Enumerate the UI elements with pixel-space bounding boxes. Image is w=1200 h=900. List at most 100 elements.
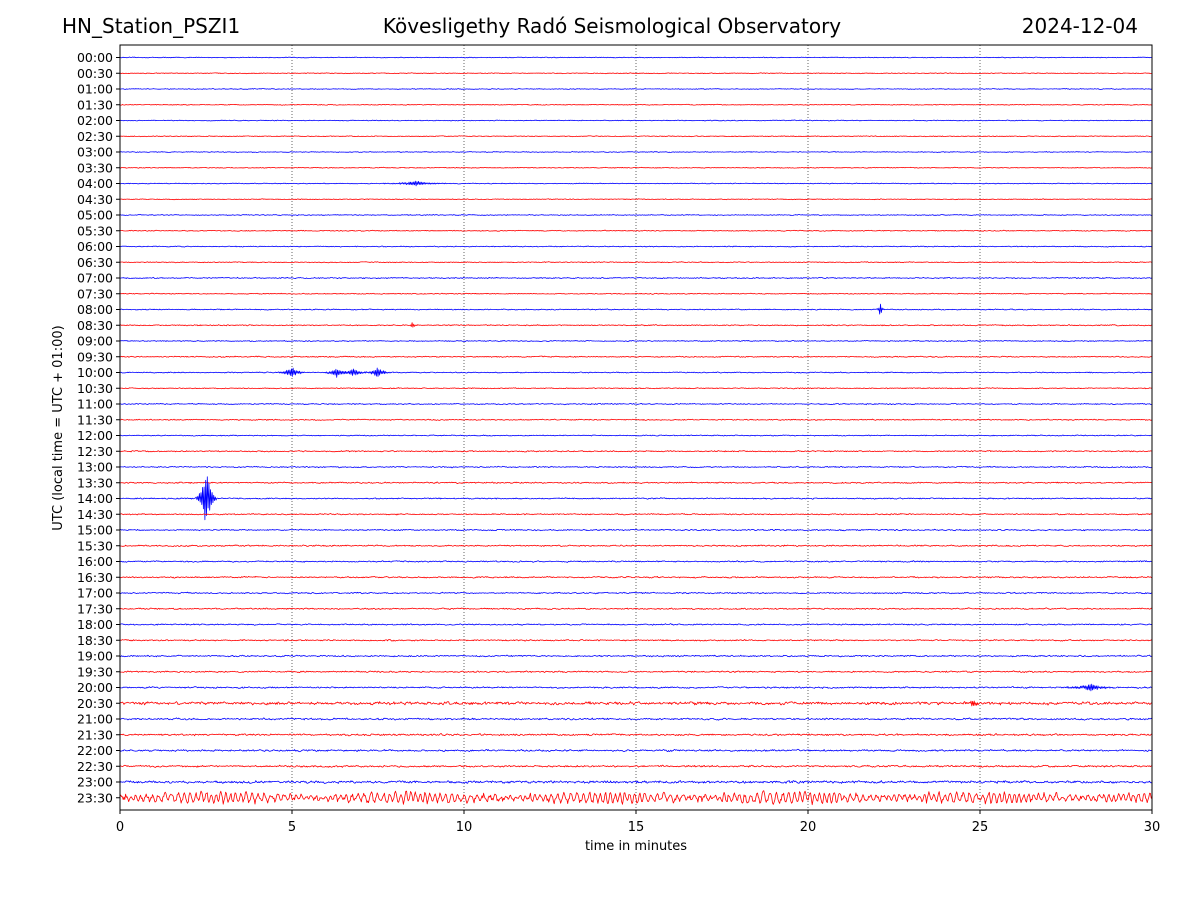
x-tick-label: 20 bbox=[800, 820, 817, 835]
trace-1600 bbox=[119, 560, 1153, 563]
y-tick-label: 19:30 bbox=[77, 664, 113, 679]
y-tick-label: 06:00 bbox=[77, 239, 113, 254]
y-tick-label: 10:00 bbox=[77, 365, 113, 380]
trace-1530 bbox=[119, 544, 1152, 547]
x-tick-label: 10 bbox=[456, 820, 473, 835]
x-tick-label: 5 bbox=[288, 820, 296, 835]
trace-1400 bbox=[119, 476, 1152, 521]
trace-0730 bbox=[119, 292, 1153, 295]
trace-1730 bbox=[119, 607, 1153, 610]
trace-0300 bbox=[119, 151, 1153, 153]
x-tick-label: 30 bbox=[1144, 820, 1161, 835]
y-tick-label: 15:00 bbox=[77, 523, 113, 538]
x-tick-label: 15 bbox=[628, 820, 645, 835]
y-tick-label: 10:30 bbox=[77, 381, 113, 396]
y-tick-label: 15:30 bbox=[77, 538, 113, 553]
trace-2030 bbox=[119, 700, 1153, 707]
date-label: 2024-12-04 bbox=[1021, 14, 1138, 38]
trace-0930 bbox=[119, 355, 1153, 358]
trace-1800 bbox=[119, 623, 1153, 626]
y-tick-label: 03:00 bbox=[77, 145, 113, 160]
trace-0600 bbox=[119, 245, 1153, 248]
trace-2330 bbox=[119, 790, 1153, 806]
y-tick-label: 05:30 bbox=[77, 223, 113, 238]
y-tick-label: 08:00 bbox=[77, 302, 113, 317]
y-tick-label: 17:30 bbox=[77, 601, 113, 616]
y-tick-label: 14:30 bbox=[77, 507, 113, 522]
trace-0400 bbox=[119, 180, 1153, 187]
y-tick-label: 11:00 bbox=[77, 397, 113, 412]
trace-1030 bbox=[120, 387, 1153, 390]
trace-1300 bbox=[119, 465, 1153, 469]
trace-2100 bbox=[119, 717, 1153, 721]
trace-0830 bbox=[119, 322, 1153, 328]
y-tick-label: 18:30 bbox=[77, 633, 113, 648]
trace-0700 bbox=[120, 276, 1153, 280]
trace-1630 bbox=[119, 576, 1153, 579]
trace-2200 bbox=[119, 748, 1153, 753]
trace-0500 bbox=[119, 213, 1153, 217]
trace-0100 bbox=[119, 88, 1153, 90]
trace-0030 bbox=[119, 72, 1153, 75]
trace-2300 bbox=[119, 780, 1153, 784]
y-tick-label: 23:00 bbox=[77, 775, 113, 790]
trace-1130 bbox=[119, 418, 1153, 421]
x-tick-group: 0 5 10 15 20 25 30 bbox=[116, 810, 1160, 835]
y-tick-label: 07:00 bbox=[77, 271, 113, 286]
trace-1000 bbox=[119, 367, 1153, 378]
y-tick-label: 08:30 bbox=[77, 318, 113, 333]
y-tick-label: 19:00 bbox=[77, 649, 113, 664]
y-tick-label: 01:00 bbox=[77, 82, 113, 97]
trace-1100 bbox=[120, 402, 1153, 406]
y-tick-label: 11:30 bbox=[77, 412, 113, 427]
y-tick-label: 14:00 bbox=[77, 491, 113, 506]
trace-0900 bbox=[119, 339, 1153, 343]
y-tick-label: 07:30 bbox=[77, 286, 113, 301]
y-tick-label: 23:30 bbox=[77, 790, 113, 805]
grid-lines bbox=[291, 45, 981, 810]
y-tick-label: 12:30 bbox=[77, 444, 113, 459]
trace-0330 bbox=[119, 166, 1153, 169]
chart-title: Kövesligethy Radó Seismological Observat… bbox=[382, 14, 842, 38]
y-tick-label: 05:00 bbox=[77, 208, 113, 223]
y-tick-label: 20:00 bbox=[77, 680, 113, 695]
y-tick-group: 00:0000:3001:0001:3002:0002:3003:0003:30… bbox=[77, 50, 120, 805]
y-tick-label: 09:00 bbox=[77, 334, 113, 349]
trace-0130 bbox=[119, 103, 1153, 106]
trace-0630 bbox=[120, 261, 1153, 264]
y-tick-label: 13:00 bbox=[77, 460, 113, 475]
y-tick-label: 00:00 bbox=[77, 50, 113, 65]
trace-0000 bbox=[119, 56, 1153, 59]
y-tick-label: 21:30 bbox=[77, 727, 113, 742]
y-tick-label: 00:30 bbox=[77, 66, 113, 81]
trace-0200 bbox=[119, 119, 1153, 122]
trace-1500 bbox=[119, 528, 1153, 532]
trace-2130 bbox=[119, 733, 1152, 737]
x-tick-label: 25 bbox=[972, 820, 989, 835]
trace-0800 bbox=[119, 303, 1152, 315]
y-tick-label: 17:00 bbox=[77, 586, 113, 601]
trace-0430 bbox=[120, 198, 1153, 201]
x-axis-label: time in minutes bbox=[585, 839, 687, 854]
trace-1830 bbox=[119, 639, 1153, 642]
y-tick-label: 02:30 bbox=[77, 129, 113, 144]
y-tick-label: 21:00 bbox=[77, 712, 113, 727]
trace-1200 bbox=[119, 434, 1153, 437]
y-tick-label: 01:30 bbox=[77, 97, 113, 112]
trace-1700 bbox=[119, 591, 1153, 595]
y-tick-label: 16:30 bbox=[77, 570, 113, 585]
y-tick-label: 02:00 bbox=[77, 113, 113, 128]
y-tick-label: 13:30 bbox=[77, 475, 113, 490]
y-tick-label: 18:00 bbox=[77, 617, 113, 632]
trace-1430 bbox=[119, 513, 1153, 516]
y-tick-label: 09:30 bbox=[77, 349, 113, 364]
trace-1900 bbox=[119, 654, 1152, 658]
trace-group bbox=[119, 56, 1153, 806]
y-tick-label: 12:00 bbox=[77, 428, 113, 443]
y-tick-label: 03:30 bbox=[77, 160, 113, 175]
station-label: HN_Station_PSZI1 bbox=[62, 14, 241, 38]
y-tick-label: 16:00 bbox=[77, 554, 113, 569]
trace-1230 bbox=[119, 450, 1153, 453]
y-tick-label: 22:30 bbox=[77, 759, 113, 774]
